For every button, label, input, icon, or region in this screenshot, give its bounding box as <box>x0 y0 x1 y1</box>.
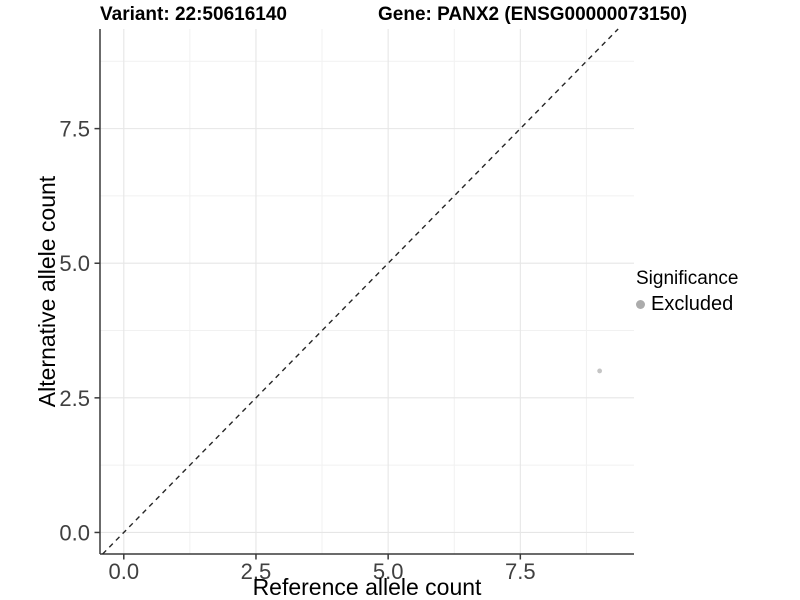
legend-point-icon <box>636 300 645 309</box>
x-tick-label: 0.0 <box>108 559 139 584</box>
legend: Significance Excluded <box>636 268 738 316</box>
identity-line <box>102 28 619 555</box>
y-tick-label: 7.5 <box>59 117 90 142</box>
y-tick-label: 5.0 <box>59 251 90 276</box>
y-axis-title: Alternative allele count <box>34 175 60 408</box>
y-tick-label: 2.5 <box>59 386 90 411</box>
x-tick-label: 2.5 <box>241 559 272 584</box>
legend-title: Significance <box>636 268 739 289</box>
gene-title: Gene: PANX2 (ENSG00000073150) <box>378 4 688 25</box>
variant-title: Variant: 22:50616140 <box>100 4 287 25</box>
data-point <box>597 368 603 374</box>
x-axis-title: Reference allele count <box>252 574 482 600</box>
x-tick-label: 5.0 <box>373 559 404 584</box>
y-tick-label: 0.0 <box>59 520 90 545</box>
x-tick-label: 7.5 <box>505 559 536 584</box>
legend-item-excluded: Excluded <box>636 293 738 316</box>
legend-item-label: Excluded <box>651 293 734 315</box>
